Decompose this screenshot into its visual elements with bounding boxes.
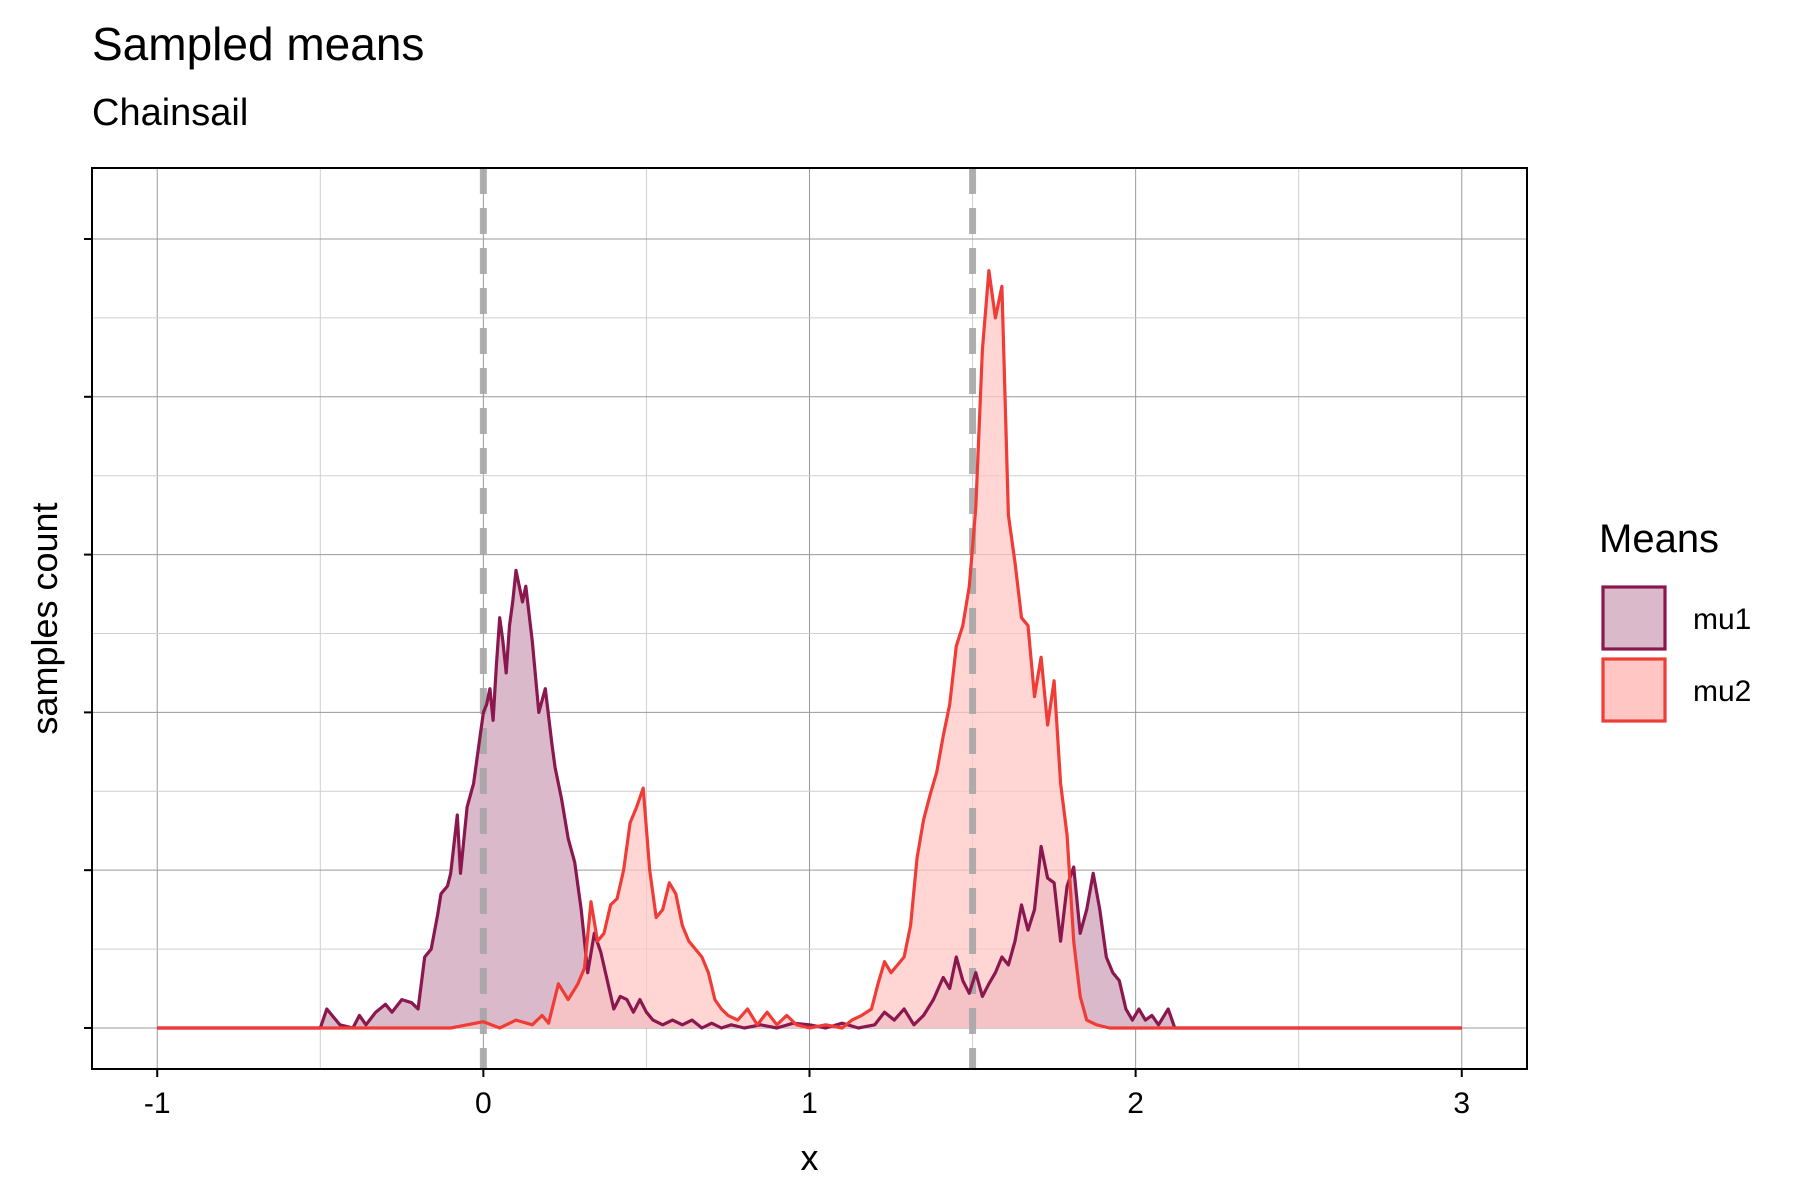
series-line-mu2 (157, 269, 1462, 1030)
y-axis-title: samples count (24, 502, 65, 734)
y-axis-ticks (84, 238, 92, 1029)
legend: Means mu1 mu2 (1599, 517, 1751, 723)
series-line-mu1 (157, 568, 1462, 1030)
reference-lines (479, 168, 977, 1069)
legend-swatch-mu2 (1601, 657, 1667, 723)
legend-label-mu2: mu2 (1693, 675, 1751, 708)
legend-title: Means (1599, 517, 1719, 561)
x-axis-title: x (801, 1137, 819, 1178)
x-tick-label: -1 (144, 1087, 171, 1120)
chart-title: Sampled means (92, 18, 425, 70)
legend-swatch-mu1 (1601, 585, 1667, 651)
legend-label-mu1: mu1 (1693, 603, 1751, 636)
x-tick-label: 0 (475, 1087, 492, 1120)
chart-subtitle: Chainsail (92, 92, 249, 134)
x-tick-label: 3 (1453, 1087, 1470, 1120)
series-lines (157, 269, 1462, 1030)
x-tick-label: 1 (801, 1087, 818, 1120)
x-tick-label: 2 (1127, 1087, 1144, 1120)
x-axis-ticks: -1 0 1 2 3 (144, 1069, 1470, 1120)
grid (92, 168, 1527, 1069)
